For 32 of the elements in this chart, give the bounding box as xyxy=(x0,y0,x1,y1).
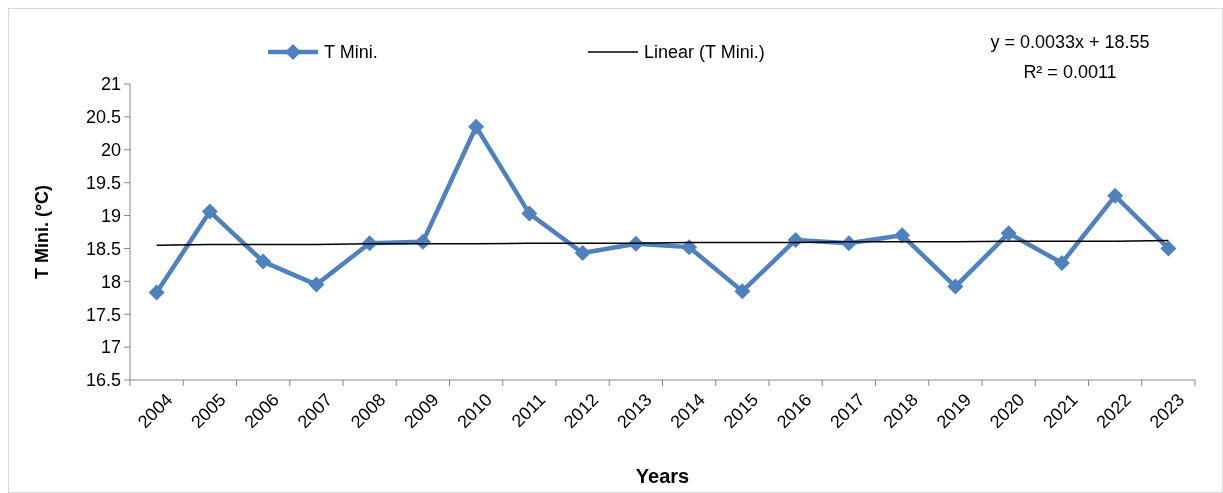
point xyxy=(148,284,165,301)
y-tick-label: 17 xyxy=(100,337,121,358)
point xyxy=(1053,254,1070,271)
y-tick-label: 18 xyxy=(100,271,121,292)
y-axis-title: T Mini. (°C) xyxy=(32,184,52,280)
point xyxy=(255,253,272,270)
y-tick-label: 20.5 xyxy=(85,107,121,128)
point xyxy=(574,245,591,262)
point xyxy=(308,276,325,293)
y-tick-label: 18.5 xyxy=(85,238,121,259)
y-tick-label: 17.5 xyxy=(85,304,121,325)
y-tick-label: 19.5 xyxy=(85,172,121,193)
y-tick-label: 19 xyxy=(100,205,121,226)
y-tick-label: 20 xyxy=(100,140,121,161)
point xyxy=(787,231,804,248)
point xyxy=(1160,240,1177,257)
point xyxy=(468,118,485,135)
text: y = 0.0033x + 18.55 xyxy=(990,32,1150,52)
point xyxy=(1000,225,1017,242)
point xyxy=(734,283,751,300)
legend-label: Linear (T Mini.) xyxy=(644,42,765,63)
point xyxy=(947,278,964,295)
y-tick-label: 21 xyxy=(100,74,121,95)
y-tick-label: 16.5 xyxy=(85,370,121,391)
legend-label: T Mini. xyxy=(324,42,378,63)
point xyxy=(681,239,698,256)
point xyxy=(894,227,911,244)
point xyxy=(1107,187,1124,204)
point xyxy=(201,203,218,220)
x-axis-title: Years xyxy=(635,465,690,487)
point xyxy=(521,205,538,222)
text: R² = 0.0011 xyxy=(1023,62,1117,82)
